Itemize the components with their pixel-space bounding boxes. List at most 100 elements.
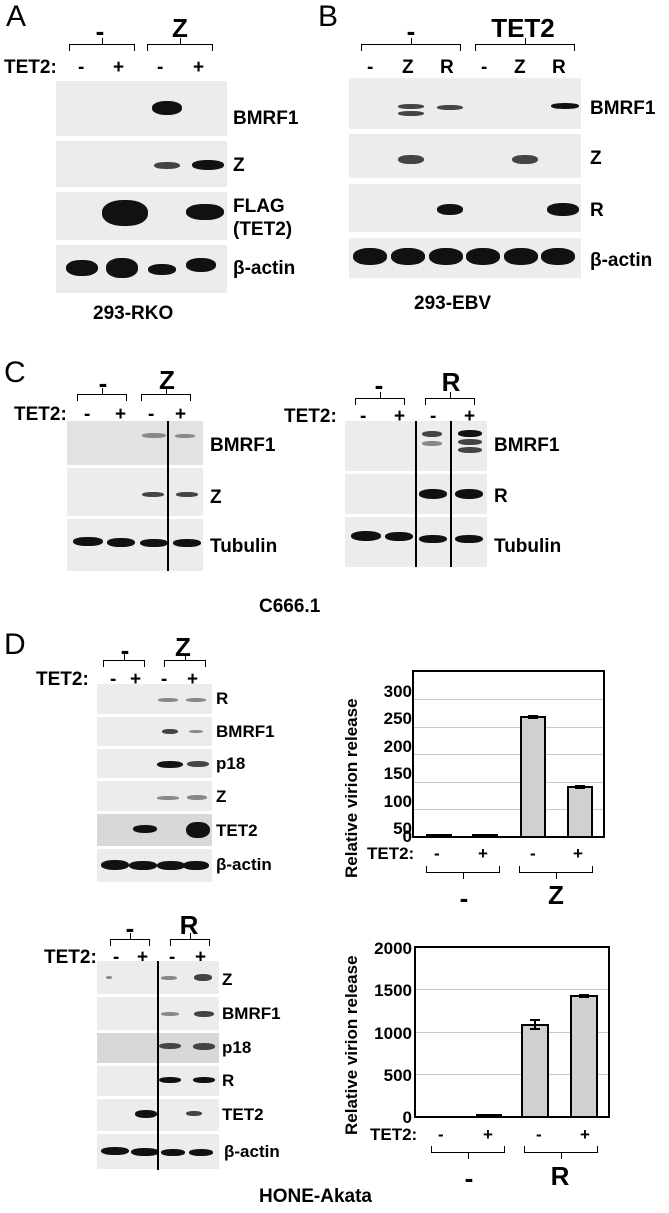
lane-label: - [360, 406, 367, 427]
row-label-z: Z [222, 970, 233, 989]
panel-letter-c: C [4, 356, 26, 389]
row-label-r: R [216, 689, 229, 708]
plot-area [412, 670, 605, 838]
row-label-r: R [494, 486, 508, 507]
lane-label: + [394, 406, 406, 427]
tet2-row-label: TET2: [36, 669, 89, 690]
row-label-tubulin: Tubulin [210, 536, 278, 557]
lane-label: R [440, 57, 454, 78]
panel-letter-a: A [6, 0, 27, 33]
blot-tet2 [97, 814, 212, 846]
x-tick: + [478, 844, 488, 863]
cell-line-label: 293-RKO [93, 303, 174, 324]
group-label-z: Z [172, 13, 188, 43]
lane-label: + [187, 669, 199, 690]
group-brace [475, 38, 575, 51]
group-brace [524, 1146, 598, 1159]
group-label-neg: - [374, 370, 384, 400]
lane-label: + [195, 947, 207, 968]
tet2-row-label: TET2: [284, 406, 337, 427]
lane-label: - [430, 406, 437, 427]
row-label-bmrf1: BMRF1 [590, 98, 656, 119]
blot-bmrf1 [97, 717, 212, 746]
lane-label: + [175, 404, 187, 425]
group-label-z: Z [548, 880, 564, 910]
y-tick: 1000 [374, 1024, 412, 1043]
bar [567, 786, 593, 836]
row-label-bmrf1: BMRF1 [222, 1004, 281, 1023]
blot-bmrf1 [349, 78, 581, 129]
group-label-neg: - [459, 883, 469, 913]
row-label-z: Z [233, 155, 245, 176]
blot-tubulin [67, 519, 203, 571]
error-bar [528, 715, 538, 719]
row-label-bmrf1: BMRF1 [233, 108, 299, 129]
blot-flag-tet2 [56, 192, 227, 240]
row-label-beta-actin: β-actin [224, 1142, 280, 1161]
row-label-tubulin: Tubulin [494, 536, 562, 557]
lane-label: - [84, 404, 91, 425]
blot-beta-actin [97, 849, 212, 882]
group-brace [110, 933, 150, 946]
row-label-z: Z [590, 148, 602, 169]
lane-label: + [113, 57, 125, 78]
blot-bmrf1 [67, 421, 203, 465]
bar [570, 995, 598, 1116]
lane-label: + [130, 669, 142, 690]
tet2-row-label: TET2: [44, 947, 97, 968]
bar [472, 834, 498, 836]
lane-label: - [110, 669, 117, 690]
lane-label: - [157, 57, 164, 78]
row-label-bmrf1: BMRF1 [210, 435, 276, 456]
error-bar [575, 785, 585, 789]
blot-r [349, 184, 581, 232]
lane-label: + [137, 947, 149, 968]
error-bar [530, 1019, 540, 1030]
x-tick: - [536, 1125, 542, 1144]
row-label-p18: p18 [216, 754, 246, 773]
group-brace [77, 388, 127, 401]
group-label-neg: - [464, 1163, 474, 1193]
y-tick: 250 [383, 709, 412, 728]
lane-label: + [115, 404, 127, 425]
group-label-neg: - [406, 16, 416, 46]
row-label-tet2: TET2 [222, 1105, 264, 1124]
cell-line-label: HONE-Akata [259, 1186, 372, 1207]
y-tick: 300 [383, 682, 412, 701]
lane-label: R [552, 57, 566, 78]
tet2-row-label: TET2: [367, 844, 415, 863]
y-tick: 150 [383, 764, 412, 783]
row-label-r: R [590, 200, 604, 221]
row-label-z: Z [216, 787, 227, 806]
row-label-tet2: (TET2) [233, 219, 293, 240]
row-label-bmrf1: BMRF1 [216, 722, 275, 741]
y-tick: 200 [383, 737, 412, 756]
group-brace [69, 38, 135, 51]
tet2-row-label: TET2: [4, 57, 57, 78]
row-label-p18: p18 [222, 1038, 252, 1057]
lane-label: - [161, 669, 168, 690]
lane-label: Z [402, 57, 414, 78]
panel-letter-b: B [318, 0, 339, 33]
group-label-z: Z [175, 632, 191, 662]
blot-z [56, 141, 227, 187]
group-brace [164, 654, 206, 667]
row-label-beta-actin: β-actin [216, 855, 272, 874]
lane-divider [167, 421, 169, 571]
group-brace [425, 392, 475, 405]
y-tick: 50 [393, 819, 412, 838]
group-label-r: R [550, 1161, 570, 1191]
lane-divider [157, 961, 159, 1170]
group-brace [361, 38, 461, 51]
x-tick: + [580, 1125, 590, 1144]
x-tick: + [573, 844, 583, 863]
y-tick: 0 [402, 827, 412, 846]
group-label-r: R [441, 367, 461, 397]
group-label-neg: - [98, 368, 108, 398]
group-brace [355, 392, 405, 405]
lane-label: + [464, 406, 476, 427]
y-tick: 500 [383, 1066, 412, 1085]
y-tick: 0 [402, 1108, 412, 1127]
group-label-neg: - [125, 913, 135, 943]
group-label-r: R [179, 910, 199, 940]
